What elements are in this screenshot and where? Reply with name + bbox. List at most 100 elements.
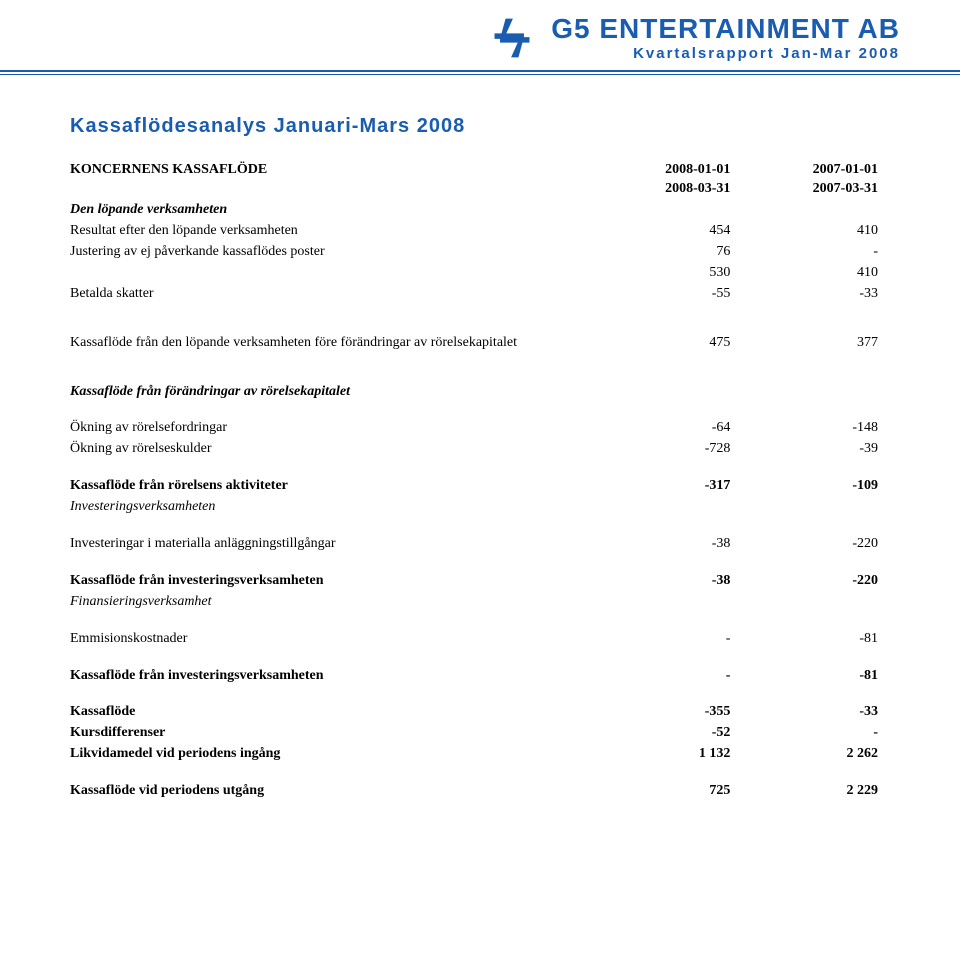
row-c2: 377	[742, 333, 890, 354]
spacer	[70, 402, 890, 418]
row-label: Kassaflöde från investeringsverksamheten	[70, 666, 595, 687]
header-text: G5 ENTERTAINMENT AB Kvartalsrapport Jan-…	[551, 14, 900, 62]
section-financing: Finansieringsverksamhet	[70, 592, 890, 613]
table-row: Investeringar i materialla anläggningsti…	[70, 534, 890, 555]
row-c1: 475	[595, 333, 743, 354]
page-header: G5 ENTERTAINMENT AB Kvartalsrapport Jan-…	[0, 0, 960, 68]
col1-line2: 2008-03-31	[665, 181, 730, 196]
row-c1: 530	[595, 263, 743, 284]
row-c1: -38	[595, 571, 743, 592]
spacer	[70, 650, 890, 666]
table-row: Betalda skatter -55 -33	[70, 284, 890, 305]
row-c1: 76	[595, 242, 743, 263]
row-label: Kassaflöde vid periodens utgång	[70, 781, 595, 802]
col2-line1: 2007-01-01	[813, 162, 878, 177]
row-c2: -109	[742, 476, 890, 497]
row-c1: -64	[595, 418, 743, 439]
row-label: Betalda skatter	[70, 284, 595, 305]
table-row-bold: Likvidamedel vid periodens ingång 1 132 …	[70, 744, 890, 765]
row-c2: -	[742, 242, 890, 263]
spacer	[70, 305, 890, 333]
table-row: Justering av ej påverkande kassaflödes p…	[70, 242, 890, 263]
divider-thick	[0, 70, 960, 72]
table-row-bold: Kassaflöde från investeringsverksamheten…	[70, 666, 890, 687]
spacer	[70, 765, 890, 781]
row-c2: 410	[742, 263, 890, 284]
section-wc-changes: Kassaflöde från förändringar av rörelsek…	[70, 382, 890, 403]
row-label: Likvidamedel vid periodens ingång	[70, 744, 595, 765]
row-c1: 454	[595, 221, 743, 242]
header-col1: 2008-01-01 2008-03-31	[595, 160, 743, 200]
table-header-row: KONCERNENS KASSAFLÖDE 2008-01-01 2008-03…	[70, 160, 890, 200]
row-c1: -52	[595, 723, 743, 744]
row-label: Resultat efter den löpande verksamheten	[70, 221, 595, 242]
cashflow-table: KONCERNENS KASSAFLÖDE 2008-01-01 2008-03…	[70, 160, 890, 802]
spacer	[70, 613, 890, 629]
row-c1: -	[595, 666, 743, 687]
row-c2: -33	[742, 284, 890, 305]
row-c2: -33	[742, 702, 890, 723]
row-label: Ökning av rörelsefordringar	[70, 418, 595, 439]
row-c2: -220	[742, 534, 890, 555]
header-content: G5 ENTERTAINMENT AB Kvartalsrapport Jan-…	[60, 14, 900, 62]
section-investing: Investeringsverksamheten	[70, 497, 890, 518]
section-label: Kassaflöde från förändringar av rörelsek…	[70, 382, 890, 403]
row-label: Kassaflöde från rörelsens aktiviteter	[70, 476, 595, 497]
col2-line2: 2007-03-31	[813, 181, 878, 196]
row-label: Investeringar i materialla anläggningsti…	[70, 534, 595, 555]
section-operating: Den löpande verksamheten	[70, 200, 890, 221]
row-label	[70, 263, 595, 284]
row-label: Emmisionskostnader	[70, 629, 595, 650]
row-c1: -38	[595, 534, 743, 555]
row-c2: -81	[742, 666, 890, 687]
row-c2: -39	[742, 439, 890, 460]
col1-line1: 2008-01-01	[665, 162, 730, 177]
logo-icon	[489, 15, 535, 61]
row-c2: 2 262	[742, 744, 890, 765]
row-c1: -317	[595, 476, 743, 497]
table-row: Resultat efter den löpande verksamheten …	[70, 221, 890, 242]
row-c2: -	[742, 723, 890, 744]
spacer	[70, 555, 890, 571]
row-c1: 725	[595, 781, 743, 802]
table-row-bold: Kassaflöde från rörelsens aktiviteter -3…	[70, 476, 890, 497]
row-label: Ökning av rörelseskulder	[70, 439, 595, 460]
row-c1: -	[595, 629, 743, 650]
row-c1: -55	[595, 284, 743, 305]
report-subtitle: Kvartalsrapport Jan-Mar 2008	[551, 45, 900, 62]
row-label: Justering av ej påverkande kassaflödes p…	[70, 242, 595, 263]
section-label: Investeringsverksamheten	[70, 497, 890, 518]
table-row-bold: Kassaflöde vid periodens utgång 725 2 22…	[70, 781, 890, 802]
table-row: Ökning av rörelsefordringar -64 -148	[70, 418, 890, 439]
row-label: Kassaflöde från investeringsverksamheten	[70, 571, 595, 592]
row-c2: -81	[742, 629, 890, 650]
table-row-bold: Kursdifferenser -52 -	[70, 723, 890, 744]
company-name: G5 ENTERTAINMENT AB	[551, 14, 900, 43]
section-label: Finansieringsverksamhet	[70, 592, 890, 613]
spacer	[70, 460, 890, 476]
table-row-bold: Kassaflöde -355 -33	[70, 702, 890, 723]
table-row: 530 410	[70, 263, 890, 284]
page-content: Kassaflödesanalys Januari-Mars 2008 KONC…	[0, 75, 960, 832]
row-c2: 410	[742, 221, 890, 242]
table-row: Kassaflöde från den löpande verksamheten…	[70, 333, 890, 354]
header-title: KONCERNENS KASSAFLÖDE	[70, 160, 595, 200]
row-c2: -220	[742, 571, 890, 592]
spacer	[70, 354, 890, 382]
table-row: Emmisionskostnader - -81	[70, 629, 890, 650]
row-label: Kassaflöde	[70, 702, 595, 723]
header-col2: 2007-01-01 2007-03-31	[742, 160, 890, 200]
row-c1: -355	[595, 702, 743, 723]
table-row-bold: Kassaflöde från investeringsverksamheten…	[70, 571, 890, 592]
row-c1: 1 132	[595, 744, 743, 765]
row-label: Kursdifferenser	[70, 723, 595, 744]
section-title: Kassaflödesanalys Januari-Mars 2008	[70, 115, 890, 138]
row-c2: 2 229	[742, 781, 890, 802]
spacer	[70, 686, 890, 702]
table-row: Ökning av rörelseskulder -728 -39	[70, 439, 890, 460]
row-label: Kassaflöde från den löpande verksamheten…	[70, 333, 595, 354]
row-c2: -148	[742, 418, 890, 439]
section-label: Den löpande verksamheten	[70, 200, 890, 221]
spacer	[70, 518, 890, 534]
row-c1: -728	[595, 439, 743, 460]
